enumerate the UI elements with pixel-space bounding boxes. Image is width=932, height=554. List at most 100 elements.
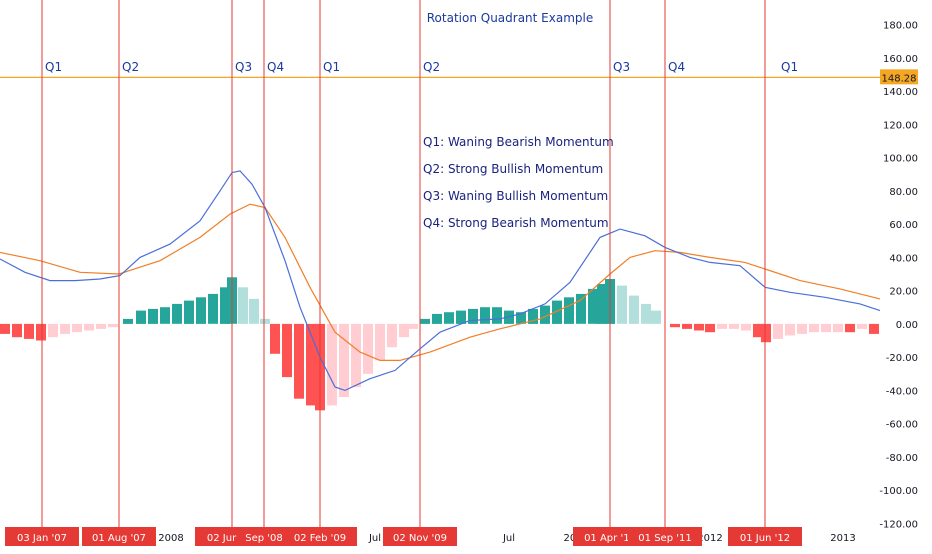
date-marker-badge[interactable] (628, 527, 702, 546)
date-marker-label: 01 Apr '11 (584, 533, 636, 544)
histogram-bar (432, 313, 442, 324)
x-axis-tick-label: 2008 (158, 533, 183, 544)
y-axis-tick-label: -20.00 (886, 353, 918, 364)
date-marker-label: 02 Jun '08 (207, 533, 257, 544)
histogram-bar (12, 323, 22, 338)
histogram-bar (694, 323, 704, 331)
legend-line: Q4: Strong Bearish Momentum (423, 216, 609, 230)
date-marker-badge[interactable] (5, 527, 79, 546)
histogram-bar (327, 323, 337, 406)
histogram-bar (540, 305, 550, 324)
histogram-bar (729, 323, 739, 329)
histogram-bar (260, 318, 270, 324)
histogram-bar (387, 323, 397, 348)
histogram-bar (576, 293, 586, 324)
histogram-bar (869, 323, 879, 334)
date-marker-label: 02 Nov '09 (393, 533, 447, 544)
histogram-bar (741, 323, 751, 331)
histogram-bar (36, 323, 46, 341)
date-marker-badge[interactable] (236, 527, 292, 546)
histogram-bar (857, 323, 867, 329)
quadrant-label: Q4 (668, 60, 685, 74)
date-marker-badge[interactable] (728, 527, 802, 546)
signal-line (0, 203, 881, 361)
histogram-bar (375, 323, 385, 361)
histogram-bar (682, 323, 692, 329)
y-axis-tick-label: -100.00 (879, 486, 918, 497)
histogram-bar (845, 323, 855, 333)
date-marker-badge[interactable] (283, 527, 357, 546)
histogram-bar (641, 303, 651, 324)
y-axis[interactable]: 180.00 160.00 140.00 120.00 100.00 80.00 60.00… (879, 21, 918, 531)
quadrant-vertical-lines (41, 0, 766, 545)
histogram-bar (72, 323, 82, 333)
y-axis-tick-label: 60.00 (889, 220, 918, 231)
histogram-bar (480, 307, 490, 324)
x-axis-tick-label: Jul (368, 533, 381, 544)
histogram-bar (306, 323, 316, 406)
date-marker-label: 01 Jun '12 (740, 533, 790, 544)
histogram-bar (48, 323, 58, 338)
histogram-bar (629, 295, 639, 324)
histogram-bar (773, 323, 783, 339)
quadrant-label: Q2 (122, 60, 139, 74)
histogram-bar (408, 323, 418, 329)
histogram-bar (220, 287, 230, 324)
histogram-bar (270, 323, 280, 354)
histogram-bar (797, 323, 807, 334)
y-axis-tick-label: 180.00 (883, 21, 918, 32)
quadrant-label: Q1 (781, 60, 798, 74)
histogram-bar (196, 297, 206, 324)
histogram-bar (96, 323, 106, 329)
date-marker-badge[interactable] (383, 527, 457, 546)
quadrant-label: Q3 (235, 60, 252, 74)
histogram-bar (60, 323, 70, 334)
histogram-bar (84, 323, 94, 331)
histogram-bar (753, 323, 763, 338)
quadrant-legend: Q1: Waning Bearish Momentum Q2: Strong Bu… (423, 135, 614, 230)
y-axis-tick-label: 140.00 (883, 87, 918, 98)
date-marker-label: Sep '08 (245, 533, 283, 544)
price-badge-label: 148.28 (882, 73, 917, 84)
x-axis-tick-label: 2012 (697, 533, 722, 544)
y-axis-tick-label: 0.00 (896, 320, 918, 331)
quadrant-labels: Q1 Q2 Q3 Q4 Q1 Q2 Q3 Q4 Q1 (45, 60, 798, 74)
y-axis-tick-label: 20.00 (889, 287, 918, 298)
histogram-bar (821, 323, 831, 333)
histogram-bar (717, 323, 727, 329)
y-axis-tick-label: 160.00 (883, 54, 918, 65)
histogram-bar (468, 308, 478, 324)
date-marker-label: 01 Aug '07 (92, 533, 146, 544)
histogram-bar (351, 323, 361, 388)
histogram-bar (516, 312, 526, 324)
legend-line: Q3: Waning Bullish Momentum (423, 189, 608, 203)
histogram-bar (108, 323, 118, 328)
histogram-bar (705, 323, 715, 333)
chart-title: Rotation Quadrant Example (427, 11, 594, 25)
legend-line: Q1: Waning Bearish Momentum (423, 135, 614, 149)
histogram-bar (238, 287, 248, 324)
histogram-bar (588, 288, 598, 324)
histogram-bar (136, 310, 146, 324)
histogram-bar (420, 318, 430, 324)
y-axis-tick-label: -80.00 (886, 453, 918, 464)
histogram-bar (123, 318, 133, 324)
quadrant-label: Q1 (323, 60, 340, 74)
histogram-bar (160, 307, 170, 324)
histogram-bar (833, 323, 843, 333)
histogram-bar (294, 323, 304, 399)
quadrant-label: Q2 (423, 60, 440, 74)
price-badge[interactable] (880, 69, 918, 85)
quadrant-label: Q3 (613, 60, 630, 74)
y-axis-tick-label: -40.00 (886, 386, 918, 397)
histogram-bar (785, 323, 795, 336)
y-axis-tick-label: -60.00 (886, 420, 918, 431)
histogram-bar (564, 297, 574, 324)
date-marker-badge[interactable] (82, 527, 156, 546)
y-axis-tick-label: 40.00 (889, 253, 918, 264)
histogram-bar (597, 284, 607, 324)
histogram-bar (528, 308, 538, 324)
histogram-bar (444, 312, 454, 324)
